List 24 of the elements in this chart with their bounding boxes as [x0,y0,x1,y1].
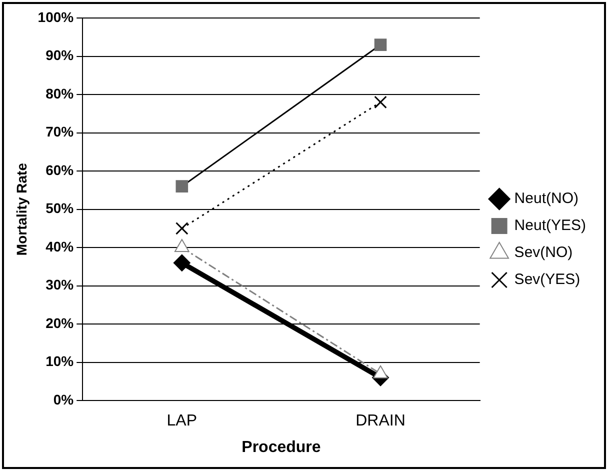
y-tick-label: 90% [46,47,74,64]
y-tick-label: 30% [46,276,74,293]
y-tick-label: 20% [46,314,74,331]
y-axis-title: Mortality Rate [13,162,30,256]
point [176,222,188,235]
x-tick-label: LAP [166,412,198,430]
legend-label: Sev(YES) [514,271,580,288]
point [176,180,188,192]
legend-label: Sev(NO) [514,244,573,262]
y-tick-label: 100% [38,8,74,25]
y-tick-label: 40% [46,238,74,254]
point [374,96,387,109]
legend-label: Neut(YES) [514,217,586,234]
x-axis-title: Procedure [242,438,321,456]
point [374,38,387,51]
y-tick-label: 0% [53,391,74,408]
y-tick-label: 60% [46,162,74,178]
y-tick-label: 50% [46,200,74,216]
y-tick-label: 80% [46,85,74,102]
y-tick-label: 70% [46,124,74,140]
legend-label: Neut(NO) [514,190,578,208]
y-tick-label: 10% [46,353,74,370]
x-tick-label: DRAIN [356,412,406,430]
point [173,254,190,272]
